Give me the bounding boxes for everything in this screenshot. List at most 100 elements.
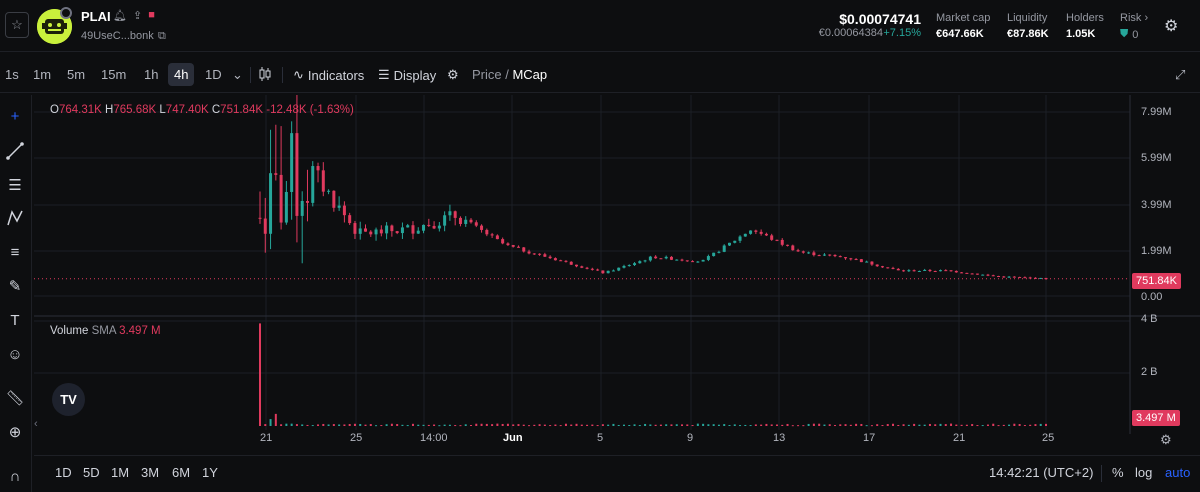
volume-tick: 2 B xyxy=(1141,366,1158,378)
candle-body xyxy=(543,254,547,257)
volume-bar xyxy=(881,425,884,427)
volume-bar xyxy=(986,424,989,426)
chevron-left-icon[interactable]: ‹ xyxy=(34,418,38,430)
volume-bar xyxy=(717,424,720,426)
timeframe-1m[interactable]: 1m xyxy=(33,67,52,82)
crosshair-tool-icon[interactable]: + xyxy=(10,107,20,125)
price-chart[interactable] xyxy=(34,95,1200,455)
share-icon[interactable]: ⇪ xyxy=(132,10,143,22)
price-option[interactable]: Price xyxy=(472,67,502,82)
candle-body xyxy=(643,260,647,262)
candle-body xyxy=(559,260,563,262)
volume-bar xyxy=(570,424,573,426)
volume-bar xyxy=(791,425,794,427)
tradingview-logo-icon[interactable]: TV xyxy=(52,383,85,416)
candle-body xyxy=(290,133,294,192)
range-1y[interactable]: 1Y xyxy=(202,465,218,480)
candle-body xyxy=(385,225,389,234)
close-value: 751.84K xyxy=(220,104,264,116)
timeframe-1s[interactable]: 1s xyxy=(5,67,19,82)
candle-body xyxy=(796,250,800,252)
volume-bar xyxy=(506,423,509,426)
candle-style-button[interactable] xyxy=(258,67,272,81)
bell-icon[interactable]: 🔔︎ xyxy=(113,10,127,22)
volume-bar xyxy=(380,425,383,427)
timeframe-1h[interactable]: 1h xyxy=(144,67,159,82)
star-icon: ☆ xyxy=(11,17,23,32)
settings-gear-icon[interactable]: ⚙ xyxy=(1164,18,1179,35)
candle-body xyxy=(844,257,848,259)
percent-toggle[interactable]: % xyxy=(1112,465,1124,480)
text-tool-icon[interactable]: T xyxy=(10,311,20,329)
candle-body xyxy=(801,251,805,253)
candle-body xyxy=(480,225,484,230)
fullscreen-icon[interactable]: ⤢ xyxy=(1175,67,1186,82)
magnet-tool-icon[interactable]: ∩ xyxy=(9,467,21,485)
display-button[interactable]: ☰ Display xyxy=(378,67,436,83)
volume-bar xyxy=(617,424,620,426)
volume-bar xyxy=(992,423,995,426)
low-value: 747.40K xyxy=(165,104,209,116)
candle-body xyxy=(538,253,542,255)
price-mcap-toggle[interactable]: Price / MCap xyxy=(472,67,548,82)
stat-risk[interactable]: Risk › ⛊ 0 xyxy=(1120,12,1148,41)
volume-bar xyxy=(739,425,742,427)
candle-body xyxy=(933,271,937,273)
auto-toggle[interactable]: auto xyxy=(1165,465,1191,480)
candle-body xyxy=(311,166,315,203)
pattern-tool-icon[interactable] xyxy=(4,207,26,229)
volume-bar xyxy=(638,425,641,427)
volume-bar xyxy=(681,424,684,426)
favorite-star-button[interactable]: ☆ xyxy=(5,12,29,38)
folder-icon[interactable]: ■ xyxy=(148,9,155,21)
ruler-tool-icon[interactable]: 📏︎ xyxy=(5,390,25,407)
brush-tool-icon[interactable]: ✎ xyxy=(8,278,22,295)
volume-bar xyxy=(1018,424,1021,426)
range-1m[interactable]: 1M xyxy=(111,465,130,480)
volume-bar xyxy=(786,423,789,426)
timeframe-5m[interactable]: 5m xyxy=(67,67,86,82)
volume-bar xyxy=(359,423,362,426)
timeframe-more-chevron-icon[interactable]: ⌄ xyxy=(232,67,243,82)
volume-bar xyxy=(960,424,963,426)
volume-bar xyxy=(675,424,678,426)
range-1d[interactable]: 1D xyxy=(55,465,72,480)
range-3m[interactable]: 3M xyxy=(141,465,160,480)
emoji-tool-icon[interactable]: ☺ xyxy=(7,345,23,363)
candle-body xyxy=(453,211,457,218)
log-toggle[interactable]: log xyxy=(1135,465,1153,480)
indicators-button[interactable]: ∿ Indicators xyxy=(293,67,364,83)
candle-body xyxy=(706,256,710,260)
range-5d[interactable]: 5D xyxy=(83,465,100,480)
candle-body xyxy=(263,218,267,234)
candle-body xyxy=(854,259,858,261)
candle-body xyxy=(590,268,594,270)
volume-bar xyxy=(897,424,900,426)
stat-value: 1.05K xyxy=(1066,28,1096,40)
horizontal-lines-tool-icon[interactable]: ☰ xyxy=(8,177,22,194)
candle-body xyxy=(532,253,536,255)
stat-value: €87.86K xyxy=(1007,28,1049,40)
mcap-option[interactable]: MCap xyxy=(512,67,548,82)
candle-body xyxy=(791,245,795,251)
trend-line-tool-icon[interactable] xyxy=(4,140,26,162)
fib-tool-icon[interactable]: ≡ xyxy=(10,243,20,261)
candle-body xyxy=(443,215,447,226)
range-6m[interactable]: 6M xyxy=(172,465,191,480)
volume-bar xyxy=(338,424,341,426)
zoom-tool-icon[interactable]: ⊕ xyxy=(8,424,22,441)
timeframe-1d[interactable]: 1D xyxy=(205,67,222,82)
candle-body xyxy=(896,268,900,271)
price-settings-gear-icon[interactable]: ⚙ xyxy=(447,67,459,82)
axis-settings-gear-icon[interactable]: ⚙ xyxy=(1160,432,1172,447)
copy-icon[interactable]: ⧉ xyxy=(158,30,166,42)
volume-bar xyxy=(369,424,372,426)
timeframe-15m[interactable]: 15m xyxy=(101,67,127,82)
candle-body xyxy=(923,269,927,271)
volume-bar xyxy=(934,424,937,426)
timeframe-4h[interactable]: 4h xyxy=(168,63,195,86)
candle-body xyxy=(859,259,863,263)
clock-time[interactable]: 14:42:21 (UTC+2) xyxy=(989,465,1094,480)
volume-bar xyxy=(538,424,541,426)
candle-body xyxy=(601,270,605,274)
